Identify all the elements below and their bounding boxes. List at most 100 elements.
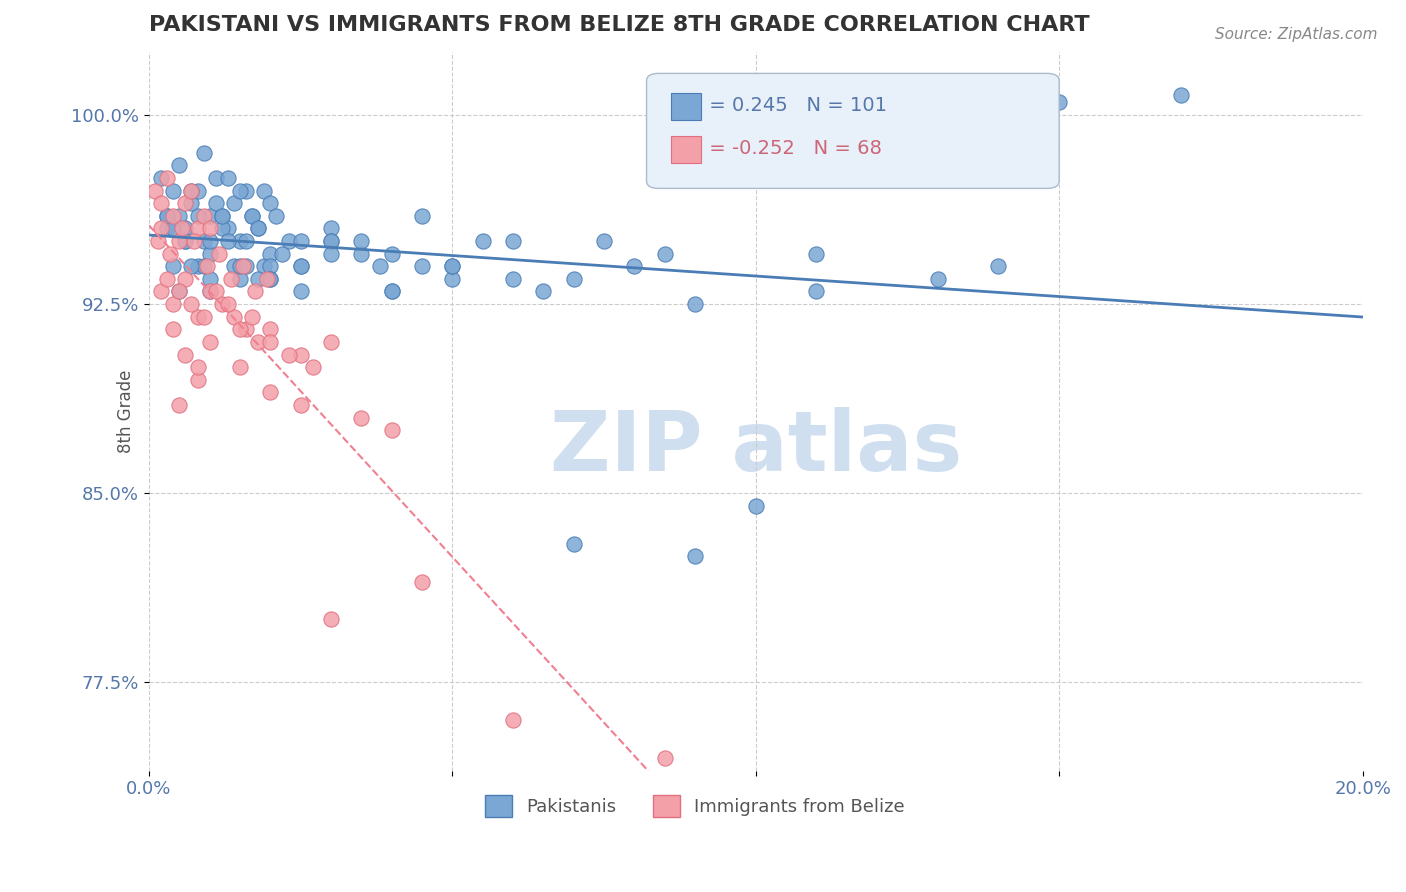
Point (150, 285, 173, 299)
Point (174, 234, 197, 248)
Point (222, 196, 245, 211)
Point (319, 612, 342, 626)
Point (174, 196, 197, 211)
Point (169, 398, 191, 412)
Point (290, 347, 312, 361)
Point (381, 285, 404, 299)
Point (502, 713, 524, 727)
Point (193, 145, 215, 160)
Point (229, 322, 252, 336)
Point (217, 170, 239, 185)
Point (259, 259, 281, 273)
Point (411, 574, 433, 589)
Point (208, 246, 231, 260)
Point (240, 209, 263, 223)
Point (243, 285, 266, 299)
Point (259, 196, 281, 211)
Point (235, 184, 257, 198)
Point (319, 334, 342, 349)
Point (235, 259, 257, 273)
Point (235, 322, 257, 336)
Point (745, 499, 768, 513)
Point (319, 246, 342, 260)
Point (290, 234, 312, 248)
Point (198, 285, 221, 299)
Point (562, 537, 585, 551)
Point (259, 272, 281, 286)
Point (193, 234, 215, 248)
Point (217, 234, 239, 248)
Point (531, 285, 554, 299)
Point (240, 310, 263, 324)
Point (162, 297, 184, 311)
Point (174, 347, 197, 361)
Point (654, 246, 676, 260)
Point (350, 234, 373, 248)
Point (350, 410, 373, 425)
Point (198, 272, 221, 286)
Point (1170, 87, 1192, 102)
Point (441, 259, 464, 273)
Point (198, 234, 221, 248)
Point (186, 259, 208, 273)
Point (471, 234, 494, 248)
Point (411, 259, 433, 273)
Point (162, 184, 184, 198)
Point (146, 234, 169, 248)
Point (193, 310, 215, 324)
Point (150, 196, 173, 211)
Point (319, 221, 342, 235)
Point (186, 184, 208, 198)
Point (217, 221, 239, 235)
Point (222, 310, 245, 324)
Point (180, 184, 202, 198)
Point (806, 285, 828, 299)
Point (169, 209, 191, 223)
Point (290, 285, 312, 299)
Point (186, 360, 208, 375)
Point (198, 246, 221, 260)
Bar (671, 93, 702, 120)
Point (229, 360, 252, 375)
Point (319, 234, 342, 248)
Text: R = 0.245   N = 101: R = 0.245 N = 101 (676, 96, 887, 115)
Point (259, 246, 281, 260)
Point (162, 209, 184, 223)
Point (156, 209, 179, 223)
Point (232, 259, 254, 273)
Point (172, 221, 194, 235)
Point (162, 259, 184, 273)
Point (150, 170, 173, 185)
Point (211, 209, 233, 223)
Point (169, 234, 191, 248)
Point (290, 259, 312, 273)
Point (195, 259, 218, 273)
Point (174, 221, 197, 235)
Point (266, 209, 288, 223)
Point (381, 285, 404, 299)
Text: R = -0.252   N = 68: R = -0.252 N = 68 (676, 139, 882, 159)
Point (186, 310, 208, 324)
Point (290, 398, 312, 412)
Point (219, 272, 242, 286)
Point (277, 347, 299, 361)
Point (211, 297, 233, 311)
Point (350, 246, 373, 260)
Point (654, 751, 676, 765)
Point (204, 196, 226, 211)
Point (247, 221, 270, 235)
Point (169, 285, 191, 299)
Point (211, 221, 233, 235)
Point (143, 184, 166, 198)
Point (502, 234, 524, 248)
Point (156, 170, 179, 185)
Point (1047, 95, 1070, 110)
Point (368, 259, 391, 273)
Point (247, 272, 270, 286)
Point (259, 272, 281, 286)
Point (411, 209, 433, 223)
Point (222, 259, 245, 273)
Point (562, 272, 585, 286)
Point (301, 360, 323, 375)
Point (186, 221, 208, 235)
